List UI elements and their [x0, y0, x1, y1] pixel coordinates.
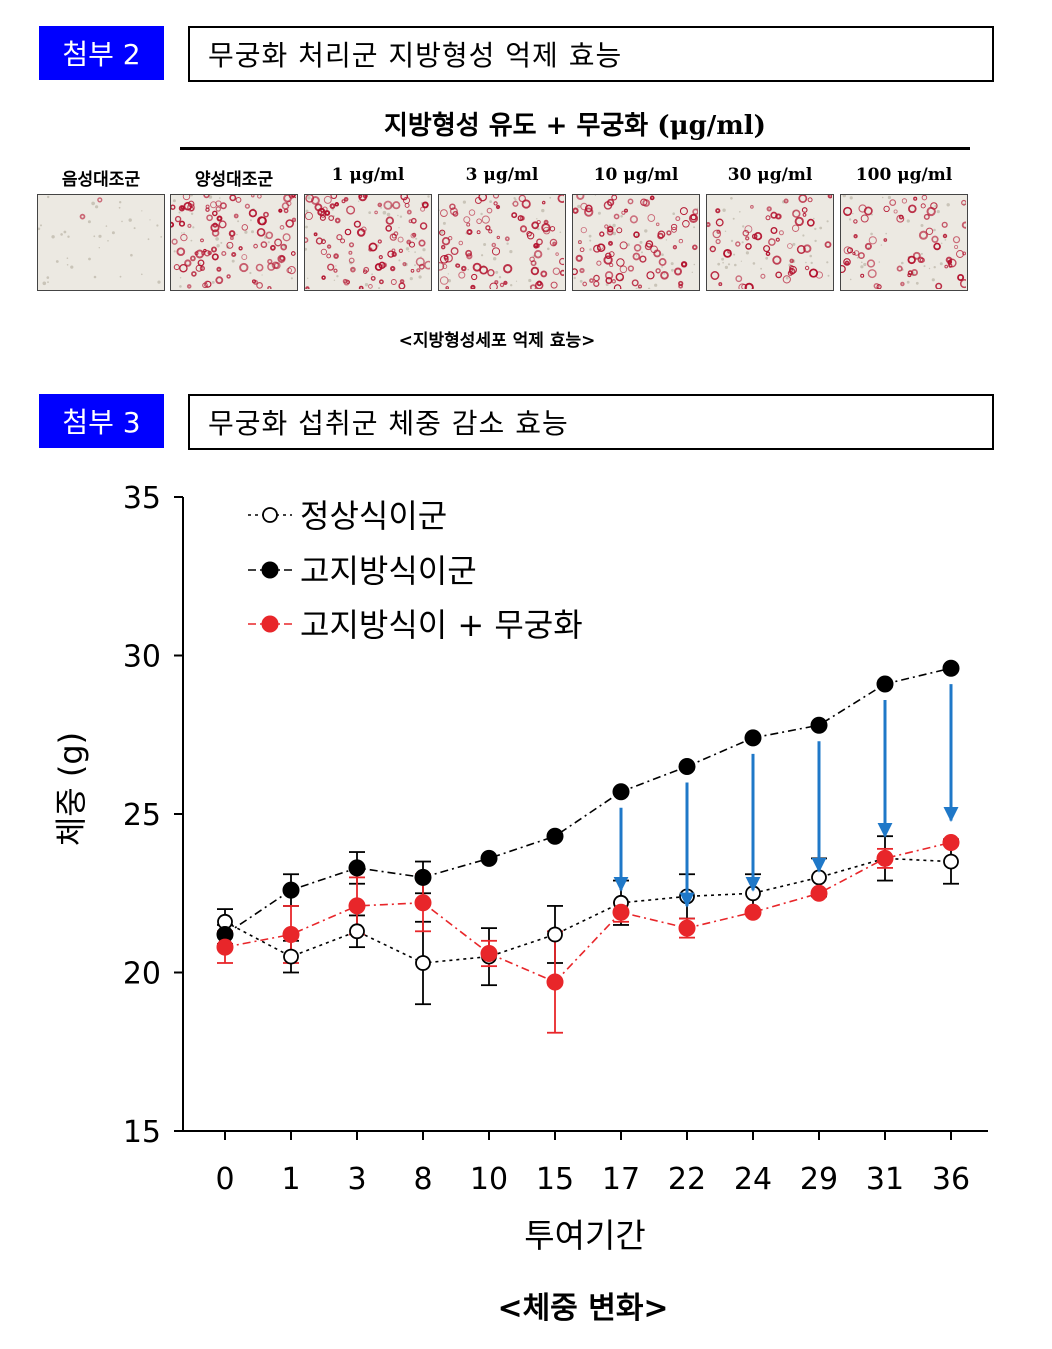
body-weight-caption: <체중 변화>: [497, 1291, 669, 1326]
y-tick-label: 30: [123, 640, 161, 675]
attachment-2-tag: 첨부 2: [39, 26, 164, 80]
data-point: [415, 955, 431, 971]
data-point: [546, 973, 564, 991]
data-point: [811, 869, 827, 886]
body-weight-chart: 15 20 25 30 35 0 1 3 8 10 15 17 22 24 29 31 36 투여기간 체중 (g)…: [52, 481, 988, 1255]
x-tick-label: 1: [281, 1162, 300, 1197]
oil-red-o-micrograph: [572, 194, 700, 291]
x-tick-label: 0: [215, 1162, 234, 1197]
x-tick-label: 10: [470, 1162, 508, 1197]
oil-red-o-micrograph: [438, 194, 566, 291]
data-point: [546, 827, 564, 845]
adipogenesis-caption: <지방형성세포 억제 효능>: [398, 331, 596, 351]
column-label: 30 μg/ml: [727, 165, 813, 185]
data-point: [942, 834, 960, 851]
data-point: [547, 926, 563, 943]
data-point: [678, 919, 696, 937]
y-tick-label: 20: [123, 957, 161, 992]
column-label: 음성대조군: [61, 170, 141, 190]
data-point: [282, 881, 300, 899]
data-point: [348, 859, 366, 877]
x-tick-label: 36: [932, 1162, 970, 1197]
data-point: [612, 783, 630, 801]
column-label: 10 μg/ml: [593, 165, 679, 185]
x-tick-label: 29: [800, 1162, 838, 1197]
legend-marker: [261, 615, 279, 633]
series-line: [224, 841, 952, 983]
x-tick-label: 22: [668, 1162, 706, 1197]
column-label: 3 μg/ml: [465, 165, 539, 185]
data-point: [283, 948, 299, 965]
data-point: [349, 923, 365, 940]
oil-red-o-micrograph: [170, 194, 298, 291]
series-line: [224, 667, 952, 936]
data-point: [480, 945, 498, 962]
oil-red-o-micrograph: [840, 194, 968, 291]
attachment-3-title: 무궁화 섭취군 체중 감소 효능: [188, 394, 994, 450]
oil-red-o-micrograph: [37, 194, 165, 291]
y-tick-label: 25: [123, 798, 161, 833]
data-point: [810, 716, 828, 734]
legend-marker: [261, 561, 279, 579]
data-point: [942, 659, 960, 677]
series-line: [224, 857, 952, 964]
x-tick-label: 15: [536, 1162, 574, 1197]
x-axis-label: 투여기간: [524, 1216, 645, 1255]
legend-label: 정상식이군: [300, 497, 447, 535]
data-point: [414, 894, 432, 912]
group-header-rule: [180, 147, 970, 150]
column-label: 1 μg/ml: [331, 165, 405, 185]
x-tick-label: 3: [347, 1162, 366, 1197]
data-point: [414, 868, 432, 886]
data-point: [348, 897, 366, 915]
data-point: [744, 729, 762, 747]
y-axis-label: 체중 (g): [52, 732, 90, 846]
data-point: [480, 849, 498, 867]
data-point: [876, 675, 894, 693]
data-point: [876, 849, 894, 867]
data-point: [744, 903, 762, 921]
attachment-2-title: 무궁화 처리군 지방형성 억제 효능: [188, 26, 994, 82]
data-point: [282, 926, 300, 943]
legend-label: 고지방식이 + 무궁화: [300, 606, 583, 644]
legend-marker: [262, 507, 278, 523]
data-point: [612, 903, 630, 921]
y-tick-label: 15: [123, 1115, 161, 1150]
column-label: 100 μg/ml: [855, 165, 953, 185]
legend-label: 고지방식이군: [300, 552, 477, 590]
x-tick-label: 24: [734, 1162, 772, 1197]
y-tick-label: 35: [123, 481, 161, 516]
column-label: 양성대조군: [194, 170, 274, 190]
data-point: [943, 853, 959, 870]
oil-red-o-micrograph: [706, 194, 834, 291]
oil-red-o-micrograph: [304, 194, 432, 291]
x-tick-label: 17: [602, 1162, 640, 1197]
induction-group-header: 지방형성 유도 + 무궁화 (μg/ml): [384, 111, 766, 141]
data-point: [678, 758, 696, 775]
x-tick-label: 31: [866, 1162, 904, 1197]
x-tick-label: 8: [413, 1162, 432, 1197]
data-point: [216, 938, 234, 956]
data-point: [810, 884, 828, 902]
attachment-3-tag: 첨부 3: [39, 394, 164, 448]
